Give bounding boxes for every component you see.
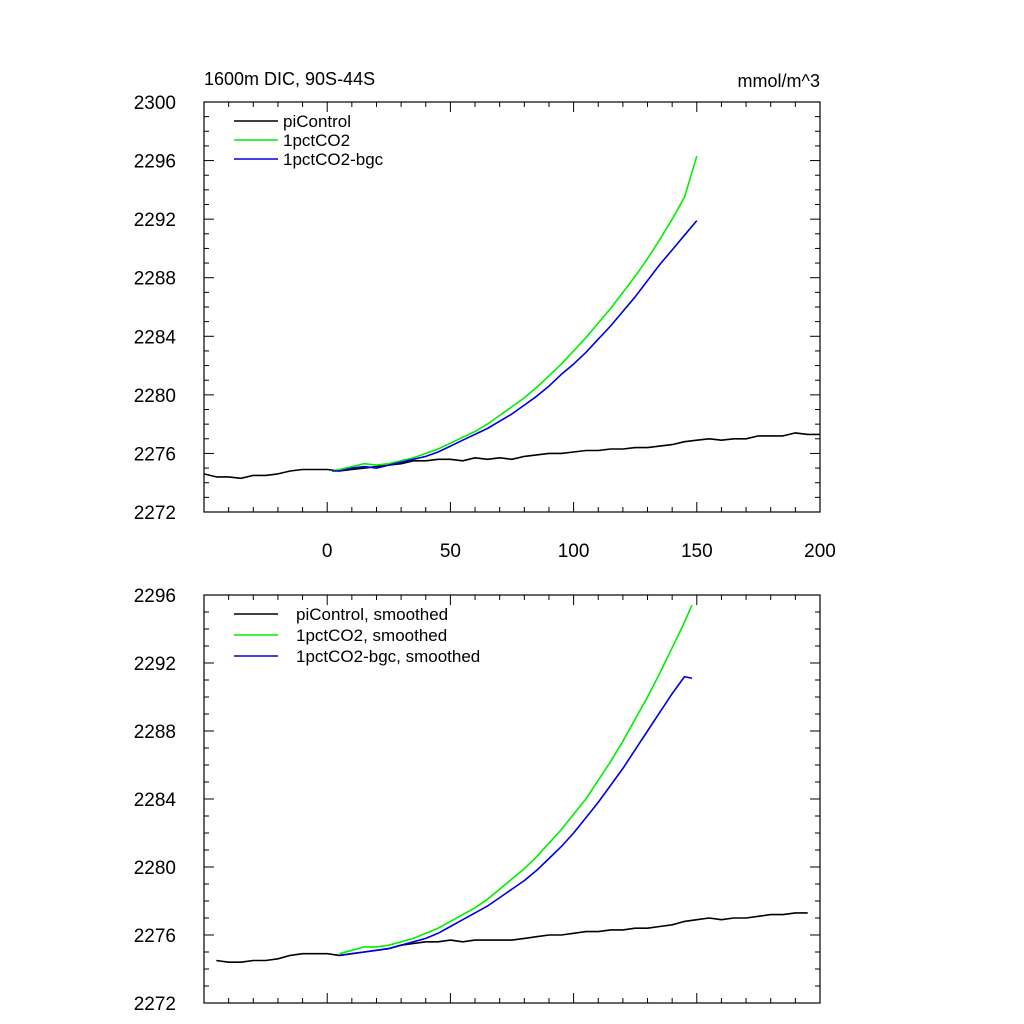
top-chart-ytick-label: 2292 [134,210,176,231]
top-chart-ytick-label: 2288 [134,269,176,290]
top-chart-ytick-label: 2280 [134,386,176,407]
bottom-chart-ytick-label: 2272 [134,994,176,1015]
bottom-chart-series [216,604,808,964]
top-chart-ticks: 2272 2276 2280 2284 2288 2292 2296 2300 0 50 100 15… [134,93,836,562]
top-chart-xtick-label: 100 [558,541,590,562]
top-chart-units: mmol/m^3 [738,71,820,91]
bottom-chart-ytick-label: 2288 [134,722,176,743]
bottom-chart-series-line-2 [339,675,693,957]
top-chart-series [203,155,820,480]
bottom-chart-legend-label-2: 1pctCO2-bgc, smoothed [296,647,480,666]
bottom-chart-ytick-label: 2296 [134,586,176,607]
top-chart-series-line-1 [331,155,698,472]
bottom-chart-legend: piControl, smoothed 1pctCO2, smoothed 1pct… [234,605,480,666]
top-chart-ytick-label: 2296 [134,152,176,173]
bottom-chart-series-line-0 [216,912,808,964]
top-chart-ytick-label: 2284 [134,327,177,348]
bottom-chart-series-line-1 [339,604,693,955]
top-chart-xtick-label: 150 [681,541,713,562]
top-chart-ytick-label: 2300 [134,93,176,114]
top-chart-series-line-2 [332,220,698,472]
top-chart-frame [203,101,821,513]
bottom-chart-ticks: 2272 2276 2280 2284 2288 2292 2296 [134,586,821,1015]
top-chart-title: 1600m DIC, 90S-44S [204,69,375,89]
bottom-chart-ytick-label: 2292 [134,654,176,675]
bottom-chart-ytick-label: 2284 [134,790,177,811]
top-chart-legend-label-0: piControl [283,112,351,131]
bottom-chart: 2272 2276 2280 2284 2288 2292 2296 piControl, … [134,586,821,1015]
top-chart-xtick-label: 0 [322,541,333,562]
top-chart-series-line-0 [203,432,820,480]
top-chart-ytick-label: 2272 [134,503,176,524]
top-chart-legend-label-2: 1pctCO2-bgc [283,150,384,169]
bottom-chart-ytick-label: 2280 [134,858,176,879]
bottom-chart-frame [203,594,821,1004]
top-chart-xtick-label: 200 [804,541,836,562]
bottom-chart-ytick-label: 2276 [134,926,176,947]
top-chart-ytick-label: 2276 [134,444,176,465]
bottom-chart-legend-label-1: 1pctCO2, smoothed [296,626,447,645]
top-chart-legend-label-1: 1pctCO2 [283,131,350,150]
bottom-chart-legend-label-0: piControl, smoothed [296,605,448,624]
top-chart-xtick-label: 50 [440,541,461,562]
top-chart: 1600m DIC, 90S-44S mmol/m^3 2272 2276 2280… [134,69,836,562]
